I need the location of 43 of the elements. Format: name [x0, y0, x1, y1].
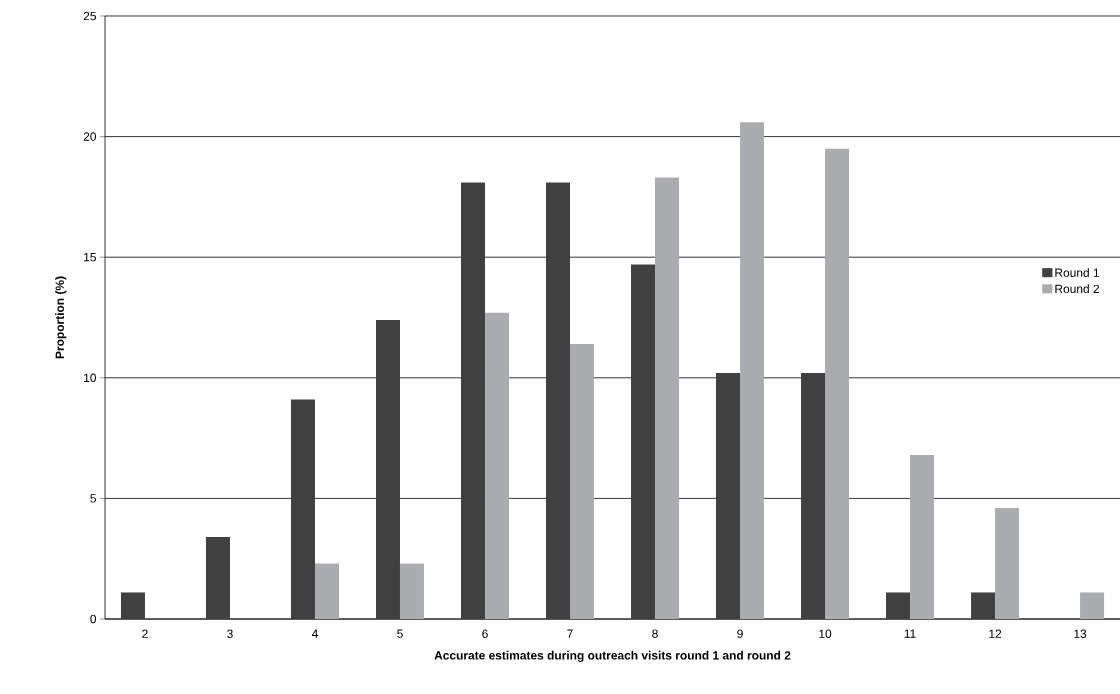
bar — [546, 182, 570, 619]
bar — [995, 508, 1020, 619]
bar — [971, 592, 996, 619]
y-tick-label: 20 — [83, 132, 97, 141]
x-tick-label: 8 — [652, 629, 658, 638]
x-tick-label: 2 — [142, 629, 148, 638]
x-tick-label: 6 — [482, 629, 488, 638]
bar — [825, 148, 850, 619]
y-tick-label: 10 — [84, 373, 97, 383]
x-tick-label: 10 — [819, 629, 832, 638]
y-axis-title: Proportion (%) — [55, 276, 67, 359]
bar — [801, 372, 826, 619]
bar — [631, 264, 656, 619]
x-tick-label: 11 — [904, 629, 916, 638]
x-tick-label: 9 — [737, 629, 743, 638]
y-tick-label: 0 — [90, 614, 97, 624]
x-axis-title: Accurate estimates during outreach visits round 1 and round 2 — [434, 650, 791, 663]
bar — [290, 399, 315, 619]
bar — [655, 177, 680, 619]
y-tick-label: 15 — [84, 253, 96, 262]
y-tick-label: 5 — [90, 494, 96, 503]
bar — [716, 372, 741, 619]
bar — [1080, 592, 1105, 619]
bar — [910, 454, 935, 619]
x-tick-label: 12 — [989, 629, 1002, 638]
bar — [460, 182, 485, 619]
x-tick-label: 3 — [227, 629, 233, 638]
bar — [314, 563, 339, 619]
bar — [740, 122, 765, 619]
legend-label: Round 2 — [1055, 284, 1099, 294]
x-tick-label: 5 — [397, 629, 403, 638]
y-tick-label: 25 — [83, 11, 96, 21]
legend-label: Round 1 — [1055, 268, 1099, 277]
bar — [205, 536, 230, 619]
bar — [484, 312, 509, 619]
bar — [399, 563, 424, 619]
x-tick-label: 4 — [311, 629, 318, 638]
bar — [120, 592, 145, 619]
bar — [375, 319, 400, 619]
x-tick-label: 13 — [1074, 629, 1087, 638]
x-tick-label: 7 — [567, 629, 573, 638]
bar — [886, 592, 911, 619]
bar — [570, 344, 594, 619]
